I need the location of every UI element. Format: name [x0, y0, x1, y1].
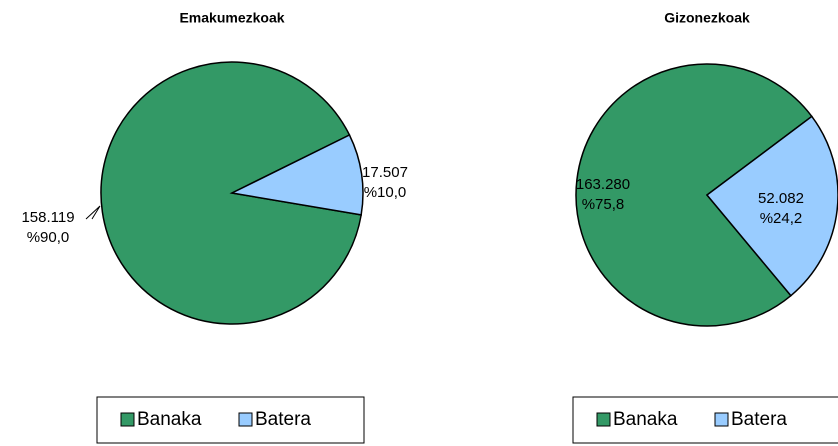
legend-swatch — [596, 412, 611, 427]
percent-label: %10,0 — [364, 184, 407, 201]
value-label: 52.082 — [758, 190, 804, 207]
percent-label: %75,8 — [582, 196, 625, 213]
legend-swatch — [238, 412, 253, 427]
pie-slice — [229, 133, 364, 216]
legend-label: Banaka — [137, 409, 202, 430]
leader-line — [85, 205, 101, 220]
pie-slice — [705, 115, 838, 297]
value-label: 17.507 — [362, 164, 408, 181]
percent-label: %24,2 — [760, 210, 803, 227]
legend-swatch — [120, 412, 135, 427]
chart-title: Gizonezkoak — [664, 10, 750, 26]
pie-slice — [575, 63, 813, 327]
legend-label: Batera — [731, 409, 787, 430]
percent-label: %90,0 — [27, 229, 70, 246]
legend-box — [96, 396, 365, 444]
legend-box — [572, 396, 838, 444]
legend-label: Batera — [255, 409, 311, 430]
legend-label: Banaka — [613, 409, 678, 430]
chart-title: Emakumezkoak — [179, 10, 284, 26]
value-label: 158.119 — [21, 209, 74, 226]
value-label: 163.280 — [576, 176, 630, 193]
legend-swatch — [714, 412, 729, 427]
